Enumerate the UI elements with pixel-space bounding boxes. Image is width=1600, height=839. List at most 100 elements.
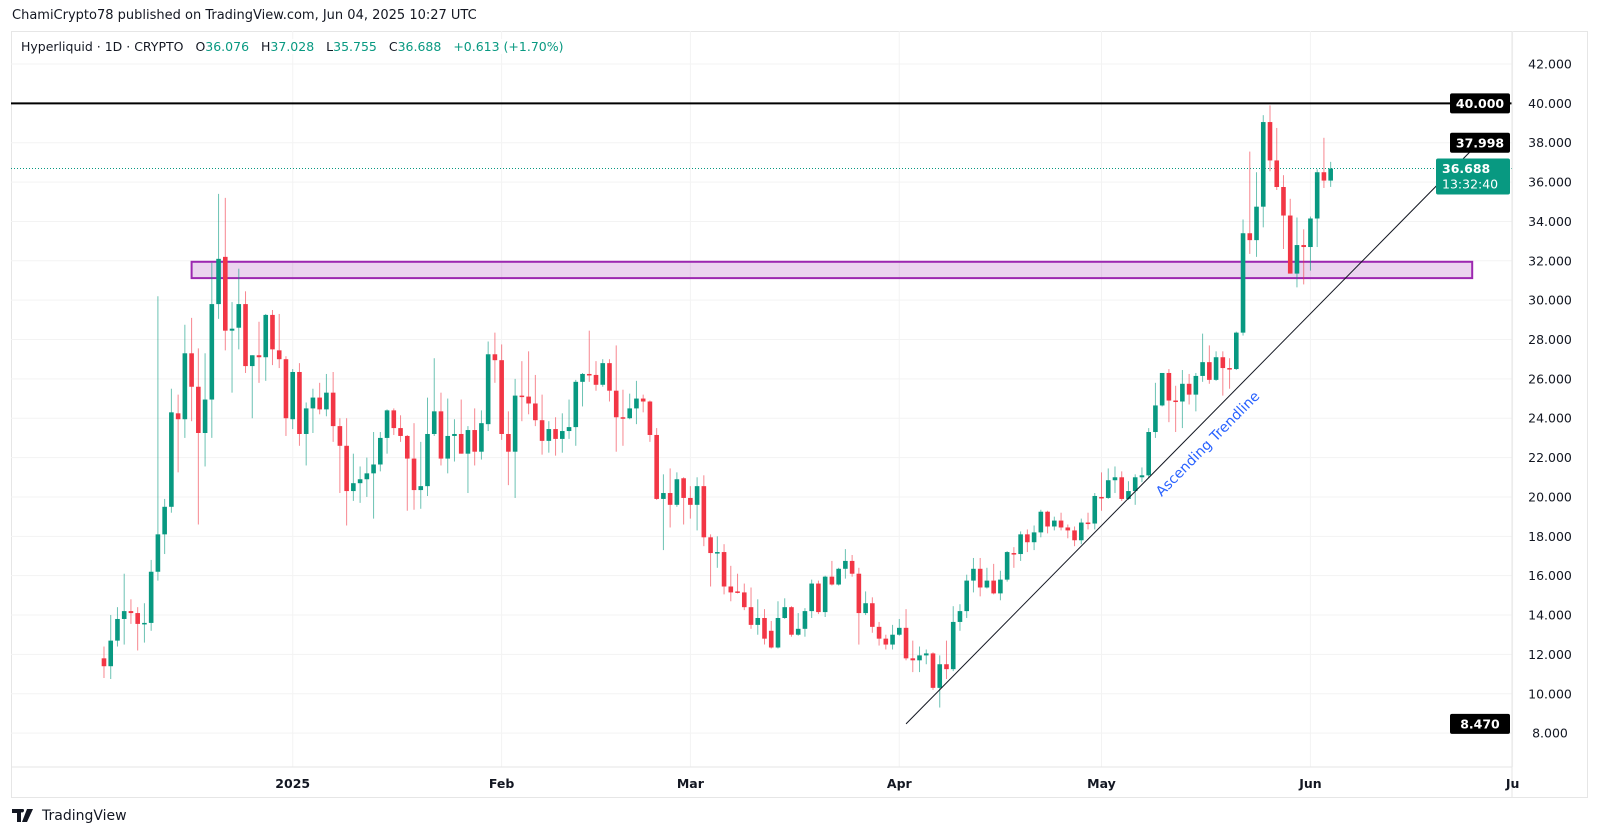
- candle[interactable]: [1011, 547, 1017, 568]
- candle[interactable]: [202, 353, 208, 467]
- candle[interactable]: [1038, 509, 1044, 538]
- candle[interactable]: [142, 603, 147, 643]
- candle[interactable]: [661, 474, 666, 551]
- candle[interactable]: [1065, 524, 1071, 539]
- candle[interactable]: [243, 291, 248, 373]
- candle[interactable]: [465, 426, 471, 494]
- candle[interactable]: [155, 296, 161, 581]
- candle[interactable]: [452, 419, 457, 462]
- candle[interactable]: [647, 400, 653, 442]
- candle[interactable]: [526, 351, 531, 415]
- candle[interactable]: [708, 534, 713, 587]
- candle[interactable]: [351, 453, 356, 501]
- candle[interactable]: [883, 634, 889, 650]
- candle[interactable]: [1227, 358, 1232, 389]
- candle[interactable]: [1105, 468, 1111, 499]
- candle[interactable]: [1153, 382, 1158, 438]
- candle[interactable]: [539, 394, 545, 455]
- candle[interactable]: [229, 302, 235, 393]
- candle[interactable]: [694, 477, 700, 531]
- candle[interactable]: [196, 348, 201, 525]
- candle[interactable]: [479, 410, 484, 460]
- candle[interactable]: [789, 606, 794, 637]
- candle[interactable]: [182, 324, 188, 438]
- candle[interactable]: [458, 399, 464, 454]
- candle[interactable]: [263, 313, 269, 381]
- candle[interactable]: [135, 607, 140, 651]
- candle[interactable]: [613, 345, 619, 452]
- candle[interactable]: [957, 604, 963, 631]
- candle[interactable]: [310, 388, 316, 433]
- candle[interactable]: [870, 597, 875, 633]
- candle[interactable]: [175, 394, 181, 473]
- candle[interactable]: [735, 573, 740, 594]
- candle[interactable]: [115, 607, 120, 647]
- candle[interactable]: [317, 382, 322, 415]
- candle[interactable]: [276, 313, 282, 369]
- candle[interactable]: [829, 560, 835, 586]
- candle[interactable]: [1260, 115, 1266, 228]
- candle[interactable]: [398, 415, 403, 442]
- candle[interactable]: [600, 359, 606, 387]
- candle[interactable]: [1274, 127, 1280, 190]
- candle[interactable]: [964, 574, 969, 618]
- candle[interactable]: [836, 567, 841, 586]
- candle[interactable]: [634, 380, 639, 425]
- candle[interactable]: [1078, 518, 1084, 545]
- candle[interactable]: [384, 409, 390, 454]
- candle[interactable]: [431, 358, 437, 436]
- candle[interactable]: [876, 621, 882, 646]
- candle[interactable]: [1314, 169, 1320, 248]
- candle[interactable]: [674, 472, 680, 507]
- candle[interactable]: [863, 591, 868, 616]
- candle[interactable]: [755, 599, 761, 635]
- candle[interactable]: [715, 536, 720, 568]
- candle[interactable]: [344, 418, 349, 526]
- candle[interactable]: [640, 394, 646, 413]
- candle[interactable]: [1139, 467, 1145, 483]
- candle[interactable]: [1287, 198, 1293, 274]
- candle[interactable]: [256, 321, 262, 383]
- candle[interactable]: [856, 567, 862, 645]
- candle[interactable]: [890, 624, 895, 650]
- candle[interactable]: [1328, 161, 1333, 187]
- candle[interactable]: [1146, 428, 1151, 479]
- candle[interactable]: [688, 486, 693, 519]
- candle[interactable]: [937, 655, 943, 708]
- candle[interactable]: [189, 317, 194, 422]
- candle[interactable]: [593, 361, 599, 391]
- candle[interactable]: [998, 570, 1003, 601]
- candle[interactable]: [411, 423, 417, 510]
- candle[interactable]: [128, 599, 134, 624]
- candle[interactable]: [1004, 551, 1010, 582]
- candle[interactable]: [364, 457, 370, 497]
- candle[interactable]: [1132, 474, 1138, 505]
- candle[interactable]: [795, 613, 801, 636]
- candle[interactable]: [236, 268, 242, 350]
- candle[interactable]: [337, 418, 343, 494]
- candle[interactable]: [802, 608, 808, 637]
- price-axis[interactable]: 42.000 40.000 38.000 36.000 34.000 32.000 30.0…: [1528, 57, 1572, 741]
- candle[interactable]: [1254, 172, 1259, 257]
- candle[interactable]: [357, 466, 363, 503]
- candle[interactable]: [391, 408, 397, 435]
- candle[interactable]: [977, 557, 983, 597]
- candle[interactable]: [378, 432, 383, 472]
- candle[interactable]: [586, 330, 592, 382]
- candle[interactable]: [991, 563, 996, 595]
- candle[interactable]: [903, 609, 909, 661]
- candle[interactable]: [330, 371, 336, 442]
- candle[interactable]: [533, 374, 538, 427]
- candle[interactable]: [1031, 525, 1037, 551]
- candle[interactable]: [701, 475, 707, 547]
- candle[interactable]: [1052, 516, 1057, 531]
- candle[interactable]: [1267, 105, 1273, 172]
- candle[interactable]: [553, 417, 558, 456]
- candle[interactable]: [249, 355, 255, 419]
- candle[interactable]: [580, 372, 585, 407]
- candle[interactable]: [270, 310, 275, 366]
- candle[interactable]: [519, 361, 525, 422]
- candle[interactable]: [566, 399, 572, 439]
- candle[interactable]: [148, 559, 154, 631]
- candle[interactable]: [775, 601, 781, 649]
